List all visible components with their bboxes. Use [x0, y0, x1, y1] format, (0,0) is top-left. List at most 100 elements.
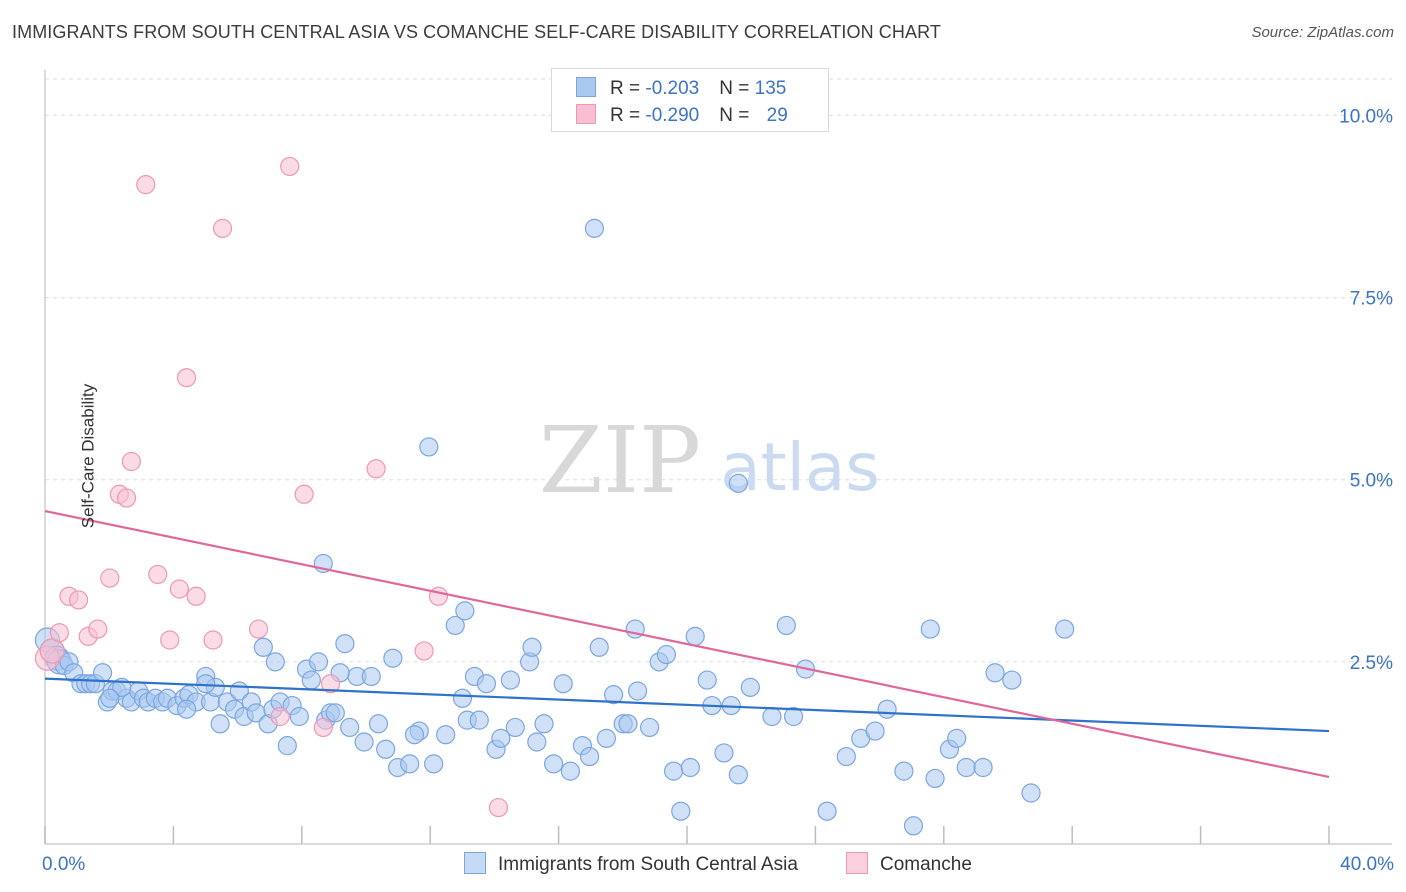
point-immigrants — [671, 801, 691, 821]
bottom-legend-comanche: Comanche — [846, 852, 972, 876]
point-comanche — [313, 717, 333, 738]
point-immigrants — [925, 768, 945, 789]
watermark-zip: ZIP — [539, 407, 701, 514]
point-immigrants — [553, 674, 573, 694]
bottom-legend-swatch-blue — [464, 852, 486, 874]
point-immigrants — [400, 754, 420, 774]
gridlines — [45, 78, 1392, 663]
point-immigrants — [368, 714, 389, 734]
series-immigrants-points — [34, 218, 1075, 836]
point-immigrants — [210, 714, 230, 734]
point-comanche — [88, 619, 108, 639]
point-immigrants — [289, 706, 309, 727]
point-comanche — [169, 579, 189, 599]
point-comanche — [270, 706, 290, 727]
y-axis-label: Self-Care Disability — [78, 383, 98, 529]
y-axis-label-wrap: Self-Care Disability — [78, 384, 98, 529]
watermark-atlas: atlas — [720, 429, 880, 506]
point-immigrants — [253, 637, 273, 657]
point-immigrants — [419, 437, 439, 457]
trend-lines — [44, 509, 1330, 779]
x-tick-label: 0.0% — [42, 854, 85, 875]
point-immigrants — [445, 615, 465, 636]
point-immigrants — [301, 670, 321, 690]
point-immigrants — [196, 674, 216, 694]
chart-title: IMMIGRANTS FROM SOUTH CENTRAL ASIA VS CO… — [12, 22, 941, 42]
point-comanche — [294, 484, 314, 504]
point-immigrants — [527, 732, 547, 752]
point-immigrants — [404, 725, 425, 745]
point-immigrants — [340, 717, 360, 738]
point-comanche — [160, 630, 180, 650]
point-immigrants — [973, 757, 993, 778]
point-comanche — [49, 623, 69, 643]
point-comanche — [121, 451, 141, 472]
point-immigrants — [1021, 783, 1041, 803]
y-tick-label: 7.5% — [1350, 289, 1393, 310]
point-comanche — [366, 459, 386, 479]
bottom-legend-swatch-pink — [846, 852, 868, 874]
trend-line-immigrants — [44, 677, 1330, 733]
point-immigrants — [589, 637, 609, 657]
legend-swatch-pink — [576, 104, 596, 124]
point-immigrants — [361, 666, 381, 687]
point-immigrants — [985, 663, 1005, 683]
y-tick-label: 2.5% — [1350, 653, 1393, 674]
point-immigrants — [740, 677, 760, 697]
point-immigrants — [580, 746, 600, 767]
point-comanche — [148, 564, 168, 585]
bottom-legend-immigrants: Immigrants from South Central Asia — [464, 852, 798, 876]
point-comanche — [100, 568, 120, 588]
point-immigrants — [596, 728, 617, 748]
point-immigrants — [836, 746, 856, 767]
legend-r-label: R = — [610, 78, 646, 99]
point-immigrants — [776, 615, 796, 636]
point-immigrants — [436, 725, 456, 745]
point-immigrants — [584, 218, 605, 238]
legend-n-label: N = — [719, 78, 755, 99]
point-immigrants — [663, 761, 684, 781]
point-immigrants — [92, 663, 113, 683]
point-immigrants — [697, 670, 717, 690]
point-immigrants — [956, 757, 976, 778]
point-comanche — [414, 641, 434, 661]
point-comanche — [428, 586, 449, 606]
point-comanche — [488, 797, 509, 818]
point-immigrants — [639, 717, 660, 738]
point-immigrants — [469, 710, 489, 730]
legend-r-value: -0.290 — [645, 105, 700, 126]
point-immigrants — [277, 736, 297, 756]
point-immigrants — [817, 801, 837, 821]
trend-line-comanche — [44, 509, 1330, 779]
point-immigrants — [865, 721, 885, 741]
point-immigrants — [544, 754, 564, 774]
point-comanche — [39, 638, 65, 664]
point-immigrants — [491, 728, 511, 748]
legend-row-immigrants: R = -0.203 N = 135 — [576, 77, 786, 99]
point-immigrants — [522, 637, 542, 657]
point-immigrants — [728, 473, 748, 493]
point-comanche — [136, 175, 156, 195]
point-immigrants — [894, 761, 914, 781]
y-tick-label: 10.0% — [1339, 106, 1393, 127]
series-comanche-points — [34, 156, 509, 818]
point-immigrants — [656, 644, 676, 665]
point-comanche — [248, 619, 269, 639]
point-immigrants — [455, 601, 475, 621]
legend-n-value: 29 — [766, 105, 788, 126]
point-comanche — [116, 488, 137, 508]
axes — [44, 70, 1392, 845]
point-immigrants — [534, 714, 554, 734]
point-immigrants — [505, 717, 525, 738]
point-immigrants — [476, 674, 497, 694]
point-immigrants — [920, 619, 940, 639]
x-tick-label: 40.0% — [1340, 854, 1394, 875]
point-immigrants — [685, 626, 705, 646]
point-comanche — [68, 590, 89, 610]
point-immigrants — [265, 652, 285, 672]
point-immigrants — [947, 728, 967, 748]
point-immigrants — [783, 706, 804, 727]
point-immigrants — [877, 699, 897, 719]
point-immigrants — [176, 699, 197, 719]
